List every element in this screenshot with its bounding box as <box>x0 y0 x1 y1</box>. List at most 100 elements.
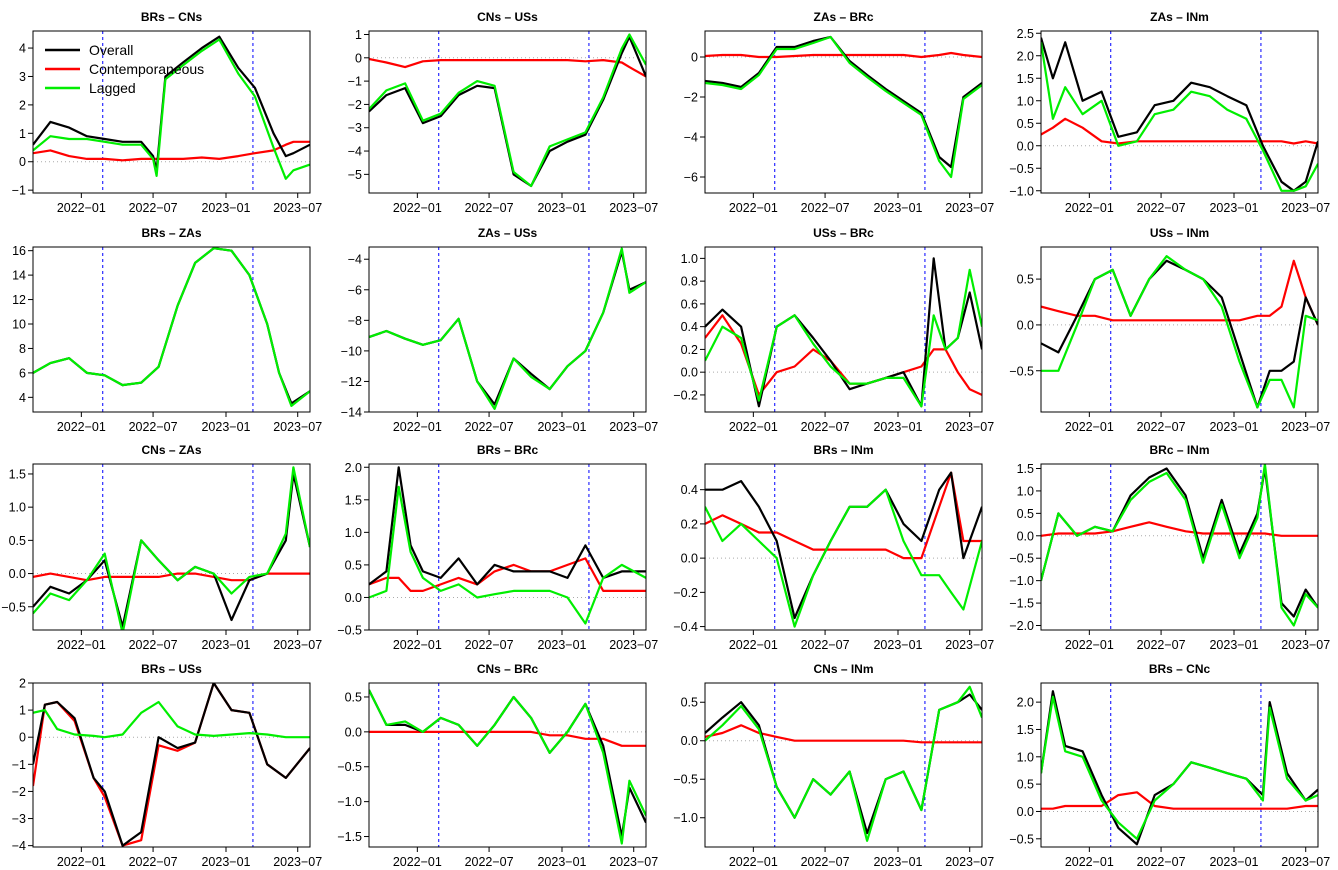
y-tick-label: 0.5 <box>9 534 26 548</box>
y-tick-label: 0.5 <box>1017 778 1034 792</box>
series-line-lagged <box>33 247 310 407</box>
x-tick-label: 2022−07 <box>129 855 178 869</box>
y-tick-label: 2.0 <box>1017 49 1034 63</box>
y-tick-label: 0.0 <box>1017 139 1034 153</box>
series-line-lagged <box>705 488 982 628</box>
x-tick-label: 2022−07 <box>465 420 514 434</box>
panel-title: CNs – BRc <box>477 662 539 676</box>
y-tick-label: 1.0 <box>1017 484 1034 498</box>
y-tick-label: 4 <box>19 42 26 56</box>
legend-label: Overall <box>89 42 133 58</box>
plot-frame <box>368 463 647 631</box>
series-line-lagged <box>1041 464 1318 627</box>
x-tick-label: 2023−07 <box>945 638 994 652</box>
panel-title: BRs – INm <box>813 443 873 457</box>
x-tick-label: 2023−01 <box>201 201 250 215</box>
panel-title: BRc – INm <box>1149 443 1209 457</box>
series-line-lagged <box>1041 42 1318 192</box>
y-tick-label: 0.0 <box>681 734 698 748</box>
x-tick-label: 2023−07 <box>1281 420 1330 434</box>
x-tick-label: 2023−07 <box>273 420 322 434</box>
y-tick-label: −1.5 <box>337 830 362 844</box>
y-tick-label: −0.2 <box>673 388 698 402</box>
series-line-overall <box>705 35 982 169</box>
y-tick-label: 3 <box>19 70 26 84</box>
y-tick-label: −5 <box>348 168 362 182</box>
panel: USs – BRc −0.2 0.0 0.2 0.4 0.6 0.8 1.0 2022−01 20… <box>673 226 994 434</box>
series-line-lagged <box>705 685 982 842</box>
y-tick-label: −0.4 <box>673 620 698 634</box>
y-tick-label: −6 <box>348 283 362 297</box>
y-tick-label: −2 <box>348 98 362 112</box>
y-tick-label: −3 <box>348 121 362 135</box>
y-tick-label: 0.0 <box>9 567 26 581</box>
y-tick-label: 0.8 <box>681 275 698 289</box>
x-tick-label: 2022−01 <box>393 638 442 652</box>
x-tick-label: 2022−07 <box>801 638 850 652</box>
x-tick-label: 2022−07 <box>1137 638 1186 652</box>
x-tick-label: 2023−07 <box>609 201 658 215</box>
series-line-contemporaneous <box>1041 117 1318 145</box>
x-tick-label: 2022−01 <box>393 201 442 215</box>
y-tick-label: −1.0 <box>1009 574 1034 588</box>
y-tick-label: −6 <box>684 171 698 185</box>
y-tick-label: 16 <box>12 244 26 258</box>
x-tick-label: 2023−01 <box>537 855 586 869</box>
x-tick-label: 2022−01 <box>393 855 442 869</box>
y-tick-label: 1 <box>355 28 362 42</box>
x-tick-label: 2023−07 <box>609 638 658 652</box>
x-tick-label: 2023−07 <box>273 855 322 869</box>
series-line-overall <box>33 683 310 847</box>
panel: CNs – USs −5 −4 −3 −2 −1 0 1 2022−01 2022−07 2023−… <box>348 10 659 215</box>
panel-title: ZAs – USs <box>478 226 538 240</box>
y-tick-label: −1.5 <box>1009 597 1034 611</box>
panel-title: BRs – CNs <box>141 10 203 24</box>
panel: BRs – INm −0.4 −0.2 0.0 0.2 0.4 2022−01 2022−07… <box>673 443 994 652</box>
plot-area <box>705 464 982 630</box>
series-line-overall <box>1041 37 1318 192</box>
x-tick-label: 2023−07 <box>273 201 322 215</box>
series-line-contemporaneous <box>369 730 646 747</box>
series-line-lagged <box>705 268 982 408</box>
y-tick-label: −0.5 <box>1009 162 1034 176</box>
plot-area <box>369 464 646 630</box>
panel-title: CNs – USs <box>477 10 538 24</box>
series-line-overall <box>369 250 646 406</box>
y-tick-label: −4 <box>684 131 698 145</box>
x-tick-label: 2023−07 <box>273 638 322 652</box>
series-line-contemporaneous <box>705 724 982 744</box>
y-tick-label: −0.5 <box>1 600 26 614</box>
y-tick-label: 0.4 <box>681 483 698 497</box>
series-line-overall <box>369 35 646 188</box>
panel-title: USs – BRc <box>813 226 874 240</box>
x-tick-label: 2022−07 <box>1137 420 1186 434</box>
plot-frame <box>1040 30 1319 194</box>
y-tick-label: −1.0 <box>1009 184 1034 198</box>
panel-title: CNs – INm <box>813 662 873 676</box>
x-tick-label: 2022−07 <box>1137 201 1186 215</box>
panel: BRs – USs −4 −3 −2 −1 0 1 2 2022−01 2022−07 2023−0… <box>12 662 323 869</box>
x-tick-label: 2022−01 <box>729 638 778 652</box>
panel: ZAs – USs −14 −12 −10 −8 −6 −4 2022−01 2022−07 20… <box>341 226 658 434</box>
series-line-lagged <box>33 700 310 739</box>
x-tick-label: 2022−07 <box>465 638 514 652</box>
plot-frame <box>32 682 311 848</box>
panel-title: BRs – USs <box>141 662 202 676</box>
plot-frame <box>704 682 983 848</box>
y-tick-label: 0 <box>19 155 26 169</box>
y-tick-label: 1.5 <box>1017 72 1034 86</box>
x-tick-label: 2023−01 <box>201 855 250 869</box>
y-tick-label: 4 <box>19 391 26 405</box>
x-tick-label: 2022−01 <box>729 420 778 434</box>
y-tick-label: −0.5 <box>1009 364 1034 378</box>
x-tick-label: 2022−07 <box>1137 855 1186 869</box>
x-tick-label: 2022−01 <box>57 420 106 434</box>
y-tick-label: 0.0 <box>1017 318 1034 332</box>
series-line-overall <box>1041 259 1318 409</box>
x-tick-label: 2022−01 <box>729 201 778 215</box>
panel: CNs – INm −1.0 −0.5 0.0 0.5 2022−01 2022−07 202… <box>673 662 994 869</box>
y-tick-label: −1 <box>348 75 362 89</box>
y-tick-label: −2 <box>684 91 698 105</box>
series-line-overall <box>369 466 646 586</box>
